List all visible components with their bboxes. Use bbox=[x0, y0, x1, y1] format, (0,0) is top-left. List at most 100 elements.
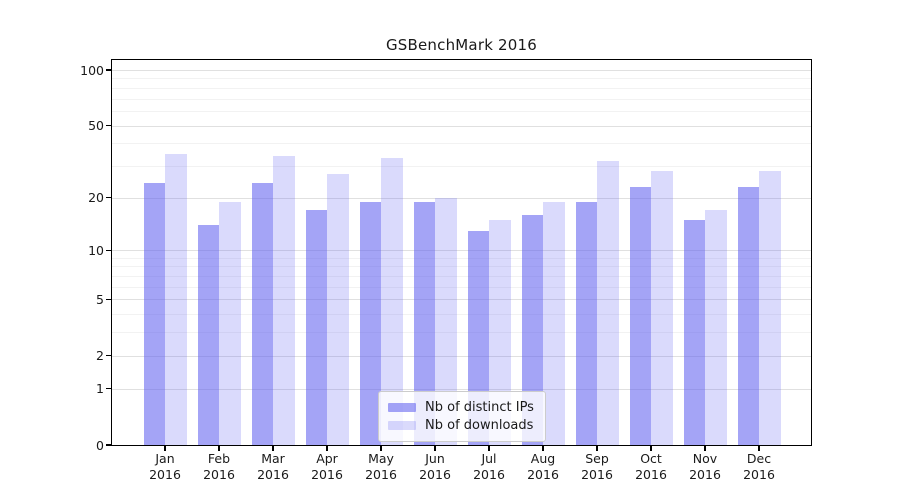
x-tick-year: 2016 bbox=[635, 466, 667, 482]
x-tick-mark bbox=[326, 446, 328, 451]
y-tick-label: 0 bbox=[96, 437, 104, 453]
plot-area: Nb of distinct IPs Nb of downloads bbox=[112, 60, 811, 445]
x-tick-year: 2016 bbox=[527, 466, 559, 482]
x-tick-year: 2016 bbox=[257, 466, 289, 482]
x-tick-year: 2016 bbox=[419, 466, 451, 482]
x-tick-mark bbox=[380, 446, 382, 451]
x-tick-label: May 2016 bbox=[351, 451, 411, 482]
x-tick-label: Sep 2016 bbox=[567, 451, 627, 482]
x-tick-mark bbox=[758, 446, 760, 451]
bar-distinct-ips-nov-2016 bbox=[683, 219, 705, 445]
x-tick-mark bbox=[704, 446, 706, 451]
y-tick-label: 2 bbox=[96, 348, 104, 364]
legend-swatch-downloads bbox=[388, 421, 416, 430]
bar-distinct-ips-feb-2016 bbox=[197, 224, 219, 445]
x-tick-mark bbox=[272, 446, 274, 451]
major-gridline bbox=[112, 70, 811, 71]
bar-downloads-may-2016 bbox=[381, 158, 403, 445]
bar-downloads-jan-2016 bbox=[165, 153, 187, 445]
y-tick-mark bbox=[106, 388, 112, 390]
major-gridline bbox=[112, 250, 811, 252]
x-tick-mark bbox=[542, 446, 544, 451]
y-axis: 100 50 20 10 5 2 1 0 bbox=[0, 60, 104, 453]
major-gridline bbox=[112, 299, 811, 301]
minor-gridline bbox=[112, 87, 811, 89]
x-tick-year: 2016 bbox=[311, 466, 343, 482]
major-gridline bbox=[112, 388, 811, 390]
x-tick-month: Jul bbox=[481, 451, 497, 466]
minor-gridline bbox=[112, 78, 811, 80]
x-tick-year: 2016 bbox=[689, 466, 721, 482]
minor-gridline bbox=[112, 286, 811, 288]
major-gridline bbox=[112, 197, 811, 199]
x-tick-year: 2016 bbox=[149, 466, 181, 482]
bar-distinct-ips-sep-2016 bbox=[575, 201, 597, 445]
y-tick-mark bbox=[106, 124, 112, 127]
x-tick-month: Nov bbox=[692, 451, 718, 466]
legend-entry-downloads: Nb of downloads bbox=[388, 417, 536, 434]
x-tick-mark bbox=[218, 446, 220, 451]
bar-distinct-ips-jun-2016 bbox=[413, 201, 435, 445]
bar-downloads-oct-2016 bbox=[651, 171, 673, 445]
legend-label-downloads: Nb of downloads bbox=[425, 418, 534, 433]
x-tick-label: Jul 2016 bbox=[459, 451, 519, 482]
minor-gridline bbox=[112, 266, 811, 268]
y-tick-label: 50 bbox=[88, 118, 104, 134]
bar-downloads-dec-2016 bbox=[759, 171, 781, 445]
legend-label-distinct-ips: Nb of distinct IPs bbox=[425, 400, 534, 415]
minor-gridline bbox=[112, 314, 811, 316]
x-tick-month: Oct bbox=[640, 451, 662, 466]
bar-distinct-ips-aug-2016 bbox=[521, 214, 543, 445]
x-tick-label: Nov 2016 bbox=[675, 451, 735, 482]
y-tick-label: 10 bbox=[88, 242, 104, 258]
x-tick-year: 2016 bbox=[581, 466, 613, 482]
bar-distinct-ips-oct-2016 bbox=[629, 186, 651, 445]
bar-distinct-ips-mar-2016 bbox=[251, 183, 273, 445]
x-tick-month: Aug bbox=[530, 451, 556, 466]
y-tick-mark bbox=[106, 69, 112, 71]
x-tick-label: Oct 2016 bbox=[621, 451, 681, 482]
minor-gridline bbox=[112, 165, 811, 167]
x-tick-month: Dec bbox=[746, 451, 772, 466]
x-axis: Jan 2016 Feb 2016 Mar 2016 Apr 2016 May 2016 Jun 20… bbox=[112, 451, 811, 491]
major-gridline bbox=[112, 125, 811, 127]
x-tick-label: Dec 2016 bbox=[729, 451, 789, 482]
x-tick-label: Apr 2016 bbox=[297, 451, 357, 482]
x-tick-label: Mar 2016 bbox=[243, 451, 303, 482]
x-tick-mark bbox=[434, 446, 436, 451]
x-tick-mark bbox=[596, 446, 598, 451]
minor-gridline bbox=[112, 98, 811, 100]
x-tick-year: 2016 bbox=[365, 466, 397, 482]
x-tick-mark bbox=[488, 446, 490, 451]
x-tick-year: 2016 bbox=[203, 466, 235, 482]
minor-gridline bbox=[112, 332, 811, 334]
y-tick-label: 20 bbox=[88, 190, 104, 206]
x-tick-year: 2016 bbox=[473, 466, 505, 482]
y-tick-mark bbox=[106, 196, 112, 199]
x-tick-month: Mar bbox=[261, 451, 285, 466]
bar-distinct-ips-dec-2016 bbox=[737, 186, 759, 445]
x-tick-label: Aug 2016 bbox=[513, 451, 573, 482]
x-tick-year: 2016 bbox=[743, 466, 775, 482]
bar-downloads-mar-2016 bbox=[273, 156, 295, 445]
x-tick-mark bbox=[650, 446, 652, 451]
legend-swatch-distinct-ips bbox=[388, 403, 416, 412]
bar-distinct-ips-may-2016 bbox=[359, 201, 381, 445]
major-gridline bbox=[112, 355, 811, 357]
bar-downloads-jun-2016 bbox=[435, 197, 457, 445]
bar-downloads-nov-2016 bbox=[705, 210, 727, 445]
bar-distinct-ips-apr-2016 bbox=[305, 210, 327, 445]
x-tick-month: Apr bbox=[316, 451, 338, 466]
x-tick-month: Jun bbox=[425, 451, 445, 466]
bar-downloads-feb-2016 bbox=[219, 201, 241, 445]
x-tick-label: Jan 2016 bbox=[135, 451, 195, 482]
x-tick-month: Sep bbox=[585, 451, 609, 466]
x-tick-month: Feb bbox=[207, 451, 231, 466]
x-tick-mark bbox=[164, 446, 166, 451]
legend: Nb of distinct IPs Nb of downloads bbox=[378, 391, 546, 442]
y-tick-mark bbox=[106, 355, 112, 357]
y-tick-label: 1 bbox=[96, 381, 104, 397]
x-tick-month: May bbox=[368, 451, 394, 466]
bar-downloads-aug-2016 bbox=[543, 201, 565, 445]
x-tick-label: Jun 2016 bbox=[405, 451, 465, 482]
